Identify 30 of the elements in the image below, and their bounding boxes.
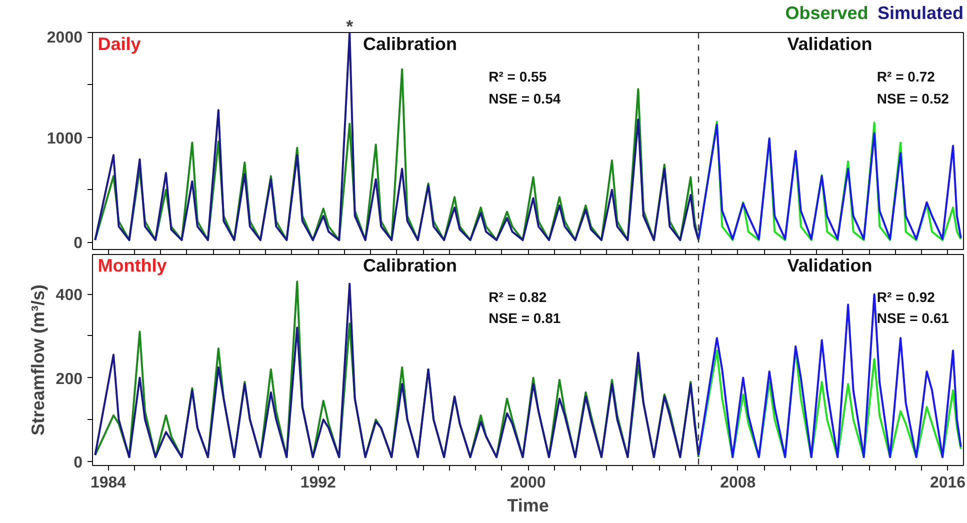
annotation: Validation: [787, 256, 872, 276]
annotation: NSE = 0.54: [488, 90, 561, 106]
annotation: R² = 0.72: [876, 68, 936, 85]
x-tick-label: 1984: [90, 474, 126, 492]
annotation: Monthly: [98, 256, 167, 276]
annotation: NSE = 0.81: [488, 310, 561, 326]
annotation: R² = 0.82: [488, 289, 547, 306]
y-tick-label: 1000: [46, 130, 83, 148]
annotation: NSE = 0.52: [876, 90, 950, 106]
y-tick-label: 2000: [46, 30, 83, 46]
annotation: Calibration: [362, 256, 457, 276]
y-axis-title: Streamflow (m³/s): [28, 284, 48, 436]
y-tick-label: 200: [56, 370, 83, 388]
text: Observed: [785, 3, 868, 23]
annotation: Daily: [98, 34, 141, 54]
text: Simulated: [877, 3, 964, 23]
y-tick-label: 0: [74, 454, 83, 472]
x-axis-title: Time: [507, 496, 549, 516]
annotation: R² = 0.92: [876, 289, 936, 306]
y-tick-label: 0: [74, 235, 83, 252]
annotation: *: [346, 16, 354, 36]
x-tick-label: 2016: [930, 474, 966, 492]
x-tick-label: 2008: [720, 474, 756, 492]
x-tick-label: 2000: [510, 474, 546, 492]
annotation: Calibration: [362, 34, 457, 54]
annotation: NSE = 0.61: [876, 310, 950, 326]
annotation: Validation: [787, 34, 872, 54]
annotation: R² = 0.55: [488, 68, 547, 85]
x-tick-label: 1992: [300, 474, 336, 492]
y-tick-label: 400: [56, 287, 83, 304]
